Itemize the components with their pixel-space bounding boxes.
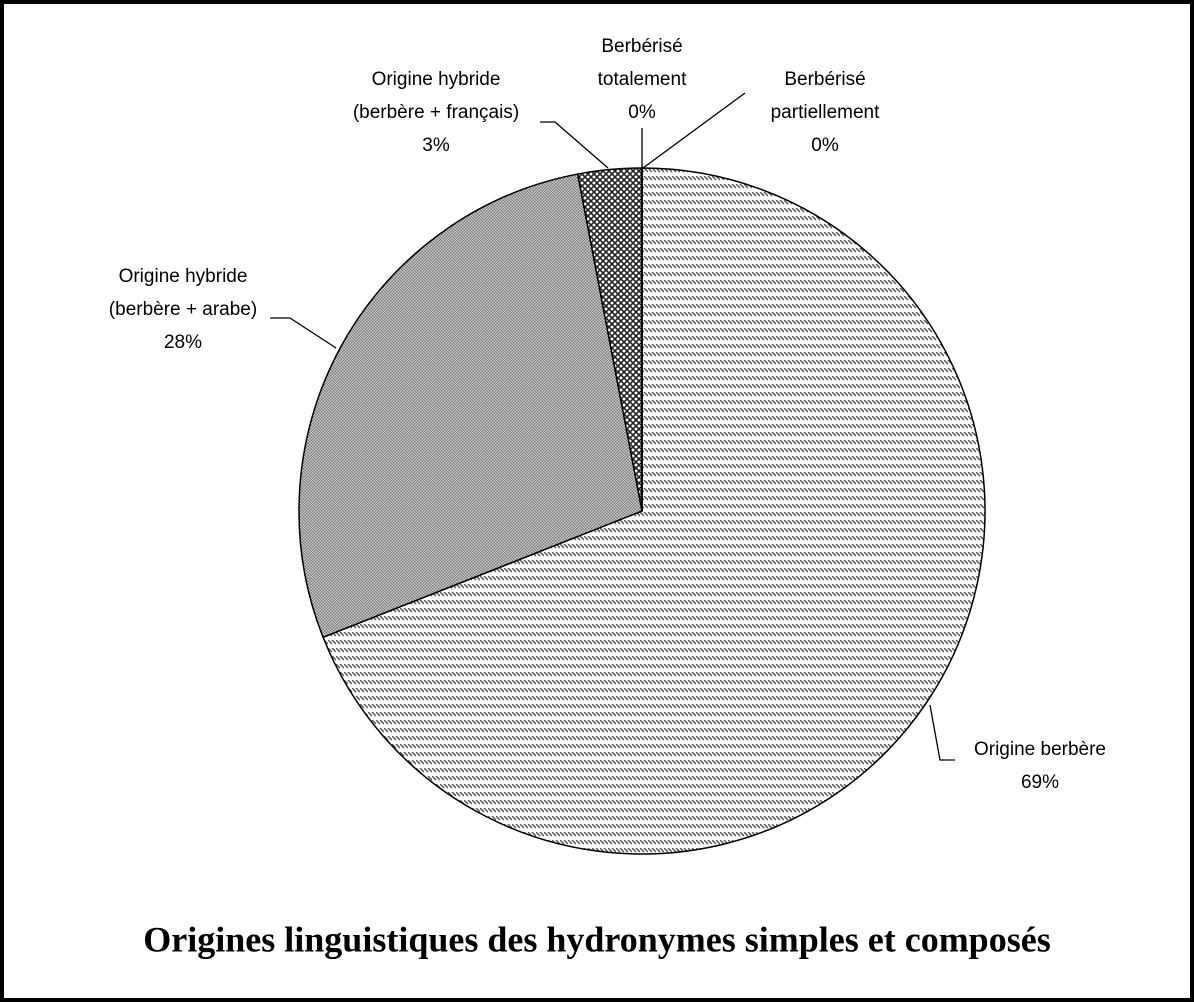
- slice-label: Berbérisé: [601, 36, 682, 57]
- value-label: 28%: [164, 332, 202, 353]
- chart-title: Origines linguistiques des hydronymes si…: [143, 919, 1050, 959]
- pie-slice: [298, 173, 643, 639]
- value-label: 0%: [811, 135, 839, 156]
- value-label: 69%: [1021, 772, 1059, 793]
- slice-label: Origine berbère: [974, 739, 1106, 760]
- leader-line: [270, 317, 337, 349]
- slice-label: Berbérisé: [784, 69, 865, 90]
- leader-line: [540, 121, 609, 169]
- slice-label: (berbère + arabe): [109, 299, 257, 320]
- value-label: 0%: [628, 102, 656, 123]
- slice-label: totalement: [598, 69, 687, 90]
- leader-line: [642, 92, 746, 169]
- value-label: 3%: [422, 135, 450, 156]
- slice-label: (berbère + français): [353, 102, 519, 123]
- pie-slice: [322, 167, 986, 855]
- slice-label: Origine hybride: [372, 69, 501, 90]
- leader-line: [929, 704, 955, 761]
- slice-label: partiellement: [771, 102, 880, 123]
- slice-label: Origine hybride: [119, 266, 248, 287]
